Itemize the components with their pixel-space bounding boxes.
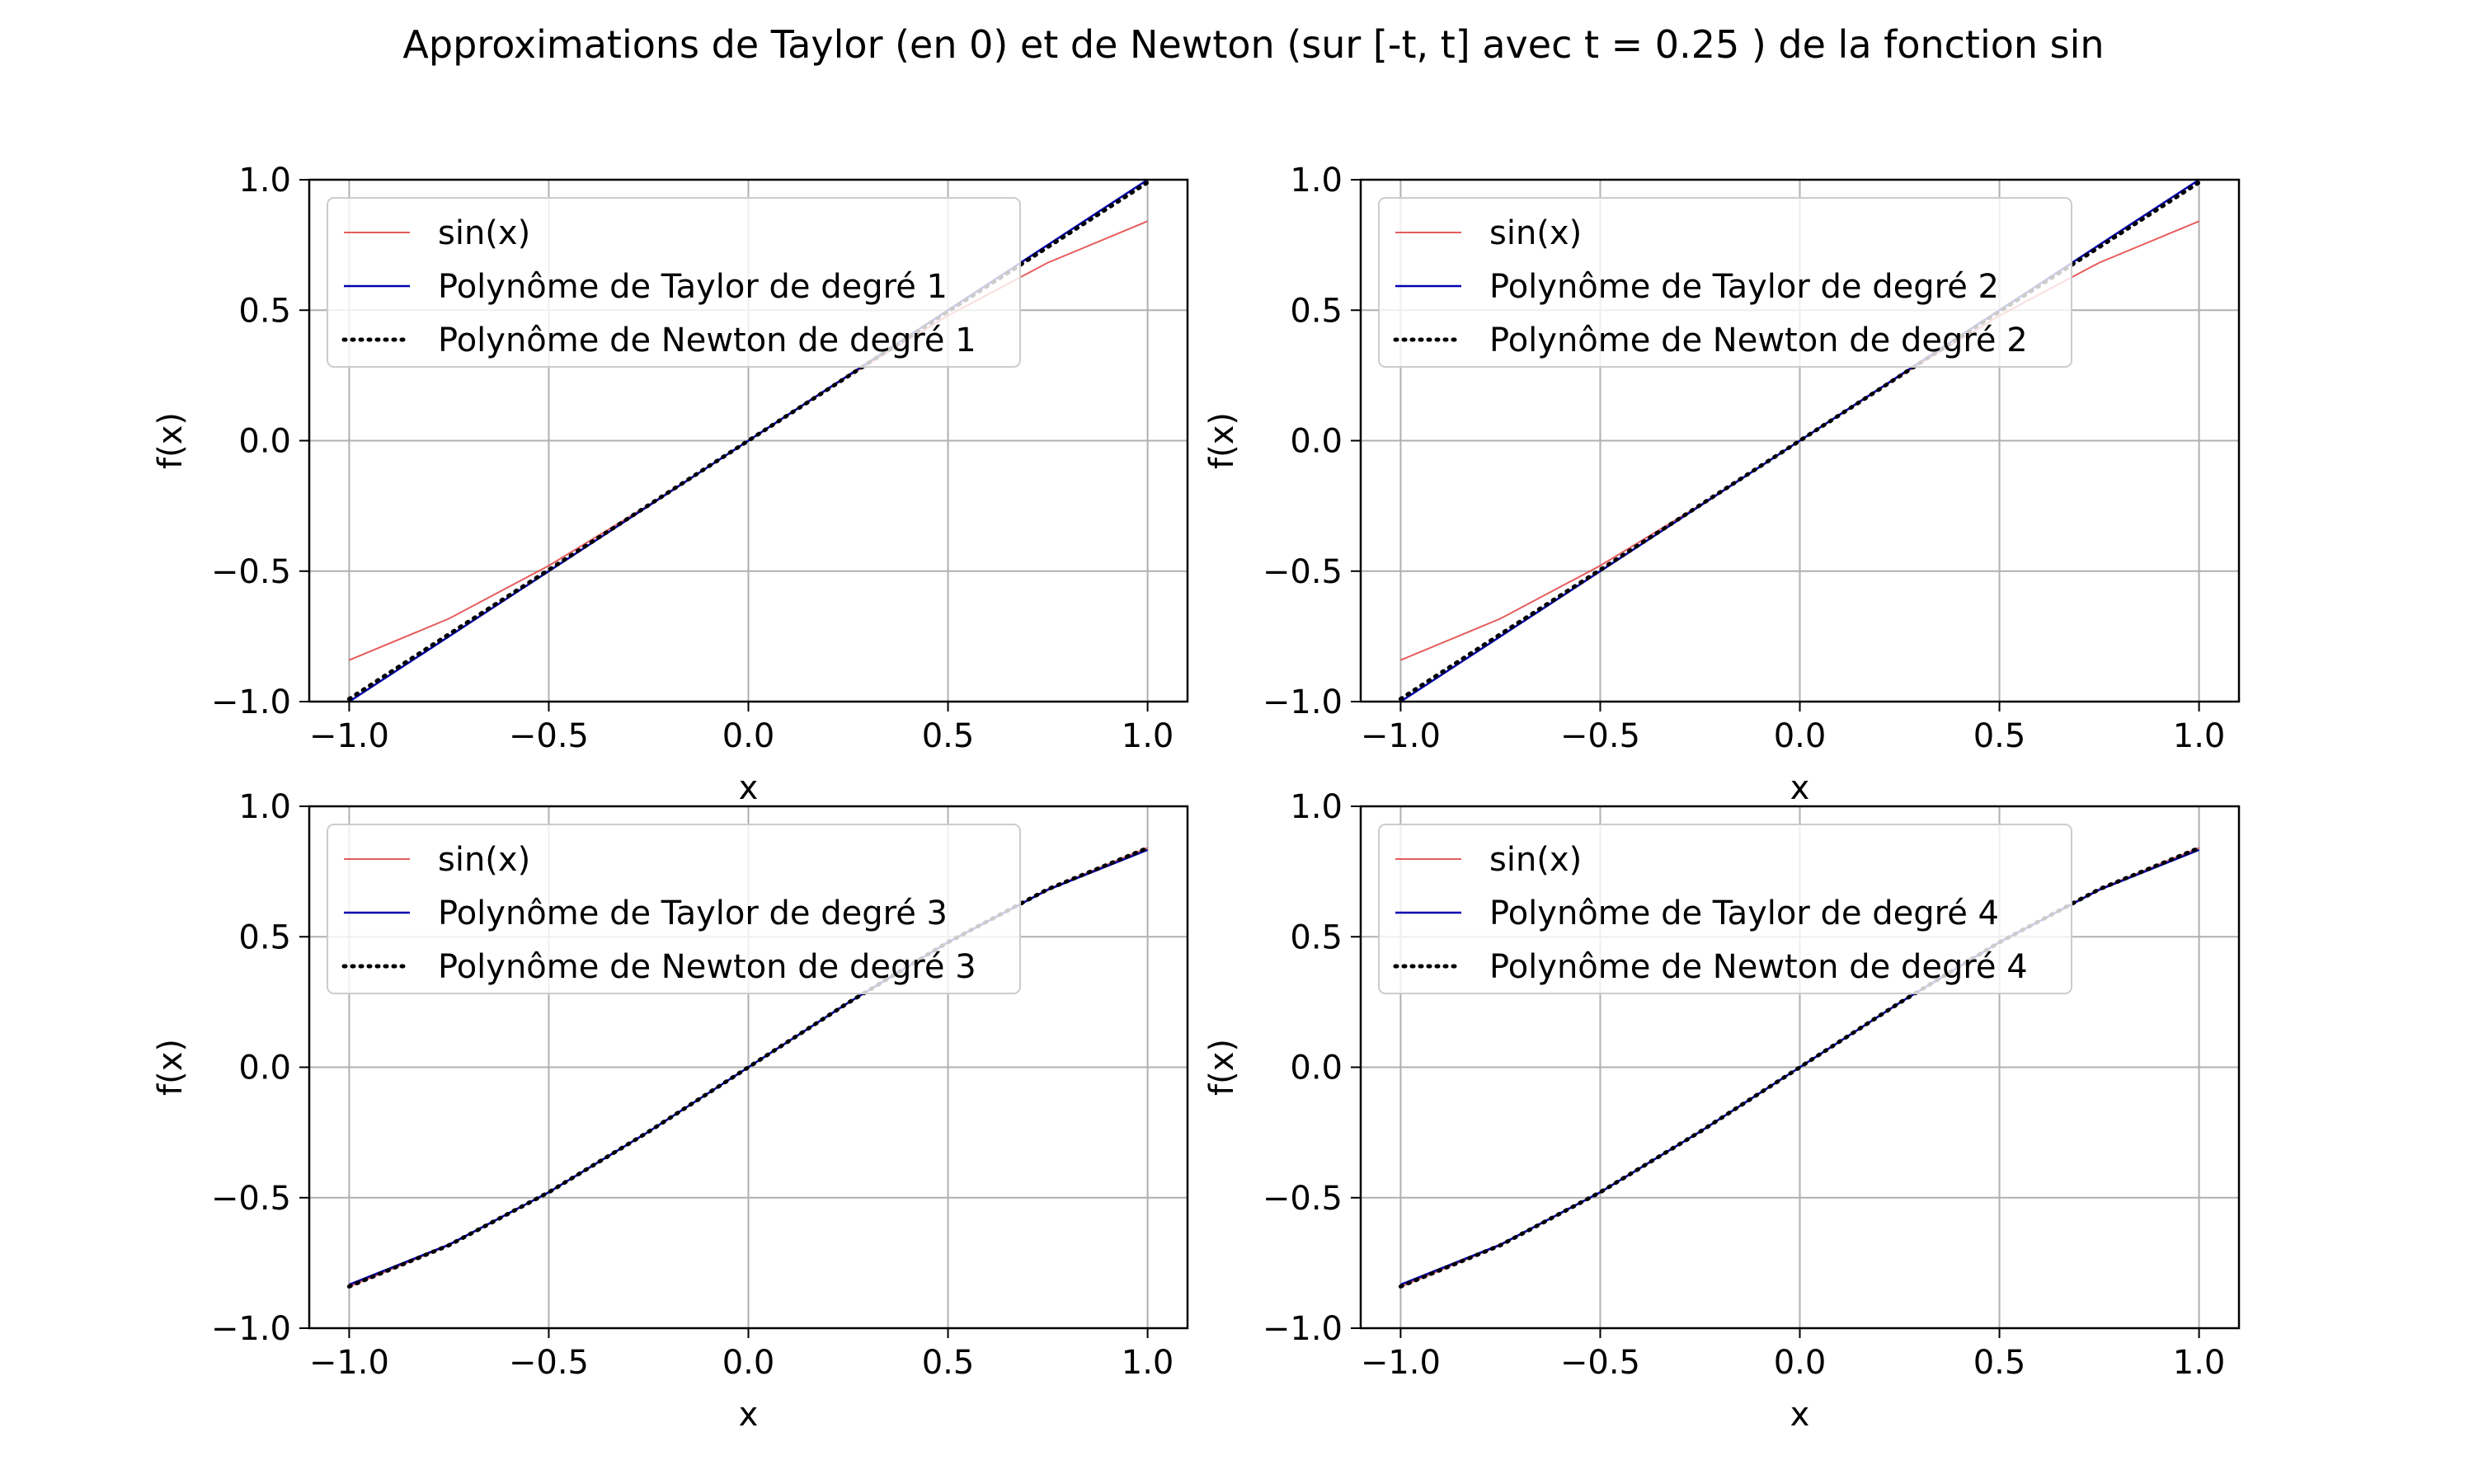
y-tick-label: −1.0 bbox=[1263, 683, 1343, 721]
x-tick-label: −0.5 bbox=[509, 717, 589, 755]
x-axis-label: x bbox=[1790, 769, 1810, 807]
x-tick-label: 1.0 bbox=[1122, 717, 1174, 755]
y-tick-label: −0.5 bbox=[1263, 553, 1343, 591]
x-tick-label: 0.5 bbox=[1973, 717, 2026, 755]
figure-title: Approximations de Taylor (en 0) et de Ne… bbox=[402, 22, 2104, 67]
legend-box bbox=[1378, 824, 2072, 994]
x-tick-label: −1.0 bbox=[1361, 1344, 1441, 1382]
x-tick-label: −1.0 bbox=[309, 717, 389, 755]
legend: sin(x) Polynôme de Taylor de degré 1 Polyn… bbox=[327, 197, 1021, 368]
x-tick-label: −0.5 bbox=[509, 1344, 589, 1382]
x-tick-label: 0.5 bbox=[922, 1344, 975, 1382]
subplot-top-right: −1.0 −0.5 0.0 0.5 1.0 −1.0 −0.5 0.0 0.5 1.0 x f(x) s… bbox=[1203, 162, 2241, 807]
subplot-bottom-right: −1.0 −0.5 0.0 0.5 1.0 −1.0 −0.5 0.0 0.5 1.0 x f(x) s… bbox=[1203, 788, 2241, 1434]
y-tick-label: 0.0 bbox=[238, 1050, 291, 1087]
y-tick-label: −1.0 bbox=[211, 1310, 291, 1348]
y-tick-label: −1.0 bbox=[1263, 1310, 1343, 1348]
legend: sin(x) Polynôme de Taylor de degré 2 Polyn… bbox=[1378, 197, 2072, 368]
y-tick-label: 0.5 bbox=[1290, 918, 1343, 956]
x-tick-label: 0.5 bbox=[1973, 1344, 2026, 1382]
x-tick-label: 0.5 bbox=[922, 717, 975, 755]
legend-box bbox=[327, 824, 1021, 994]
x-tick-label: 0.0 bbox=[722, 717, 775, 755]
legend: sin(x) Polynôme de Taylor de degré 3 Polyn… bbox=[327, 824, 1021, 994]
y-tick-label: 1.0 bbox=[1290, 162, 1343, 200]
y-tick-label: −0.5 bbox=[211, 1180, 291, 1218]
y-axis-label: f(x) bbox=[152, 412, 190, 469]
y-tick-label: −1.0 bbox=[211, 683, 291, 721]
y-axis-label: f(x) bbox=[152, 1039, 190, 1096]
legend-label: Polynôme de Taylor de degré 1 bbox=[438, 268, 948, 306]
x-tick-label: 1.0 bbox=[2173, 1344, 2226, 1382]
y-tick-label: 1.0 bbox=[1290, 788, 1343, 826]
y-tick-label: 0.0 bbox=[1290, 423, 1343, 461]
legend-label: sin(x) bbox=[1489, 841, 1582, 879]
x-tick-label: 0.0 bbox=[1774, 1344, 1827, 1382]
legend-label: Polynôme de Newton de degré 4 bbox=[1489, 948, 2028, 986]
legend: sin(x) Polynôme de Taylor de degré 4 Polyn… bbox=[1378, 824, 2072, 994]
legend-label: sin(x) bbox=[438, 841, 530, 879]
y-tick-label: 0.5 bbox=[1290, 292, 1343, 330]
x-tick-label: 1.0 bbox=[1122, 1344, 1174, 1382]
y-tick-label: −0.5 bbox=[211, 553, 291, 591]
y-axis-label: f(x) bbox=[1203, 1039, 1241, 1096]
legend-label: Polynôme de Newton de degré 1 bbox=[438, 322, 976, 359]
legend-label: sin(x) bbox=[1489, 214, 1582, 252]
legend-label: Polynôme de Taylor de degré 4 bbox=[1489, 895, 1999, 932]
legend-label: Polynôme de Taylor de degré 2 bbox=[1489, 268, 1999, 306]
subplot-bottom-left: −1.0 −0.5 0.0 0.5 1.0 −1.0 −0.5 0.0 0.5 1.0 x f(x) s… bbox=[152, 788, 1189, 1434]
y-tick-label: 0.5 bbox=[238, 918, 291, 956]
y-tick-label: 1.0 bbox=[238, 788, 291, 826]
legend-box bbox=[1378, 197, 2072, 368]
x-tick-label: −1.0 bbox=[309, 1344, 389, 1382]
y-axis-label: f(x) bbox=[1203, 412, 1241, 469]
x-tick-label: 0.0 bbox=[722, 1344, 775, 1382]
x-tick-label: 0.0 bbox=[1774, 717, 1827, 755]
y-tick-label: 1.0 bbox=[238, 162, 291, 200]
y-tick-label: 0.5 bbox=[238, 292, 291, 330]
subplot-top-left: −1.0 −0.5 0.0 0.5 1.0 −1.0 −0.5 0.0 0.5 1.0 x f(x) s… bbox=[152, 162, 1189, 807]
x-tick-label: 1.0 bbox=[2173, 717, 2226, 755]
x-tick-label: −0.5 bbox=[1560, 717, 1640, 755]
x-tick-label: −0.5 bbox=[1560, 1344, 1640, 1382]
x-axis-label: x bbox=[1790, 1396, 1810, 1434]
legend-box bbox=[327, 197, 1021, 368]
legend-label: Polynôme de Newton de degré 3 bbox=[438, 948, 976, 986]
y-tick-label: −0.5 bbox=[1263, 1180, 1343, 1218]
x-tick-label: −1.0 bbox=[1361, 717, 1441, 755]
y-tick-label: 0.0 bbox=[238, 423, 291, 461]
legend-label: Polynôme de Newton de degré 2 bbox=[1489, 322, 2028, 359]
x-axis-label: x bbox=[739, 1396, 759, 1434]
legend-label: Polynôme de Taylor de degré 3 bbox=[438, 895, 948, 932]
x-axis-label: x bbox=[739, 769, 759, 807]
y-tick-label: 0.0 bbox=[1290, 1050, 1343, 1087]
legend-label: sin(x) bbox=[438, 214, 530, 252]
